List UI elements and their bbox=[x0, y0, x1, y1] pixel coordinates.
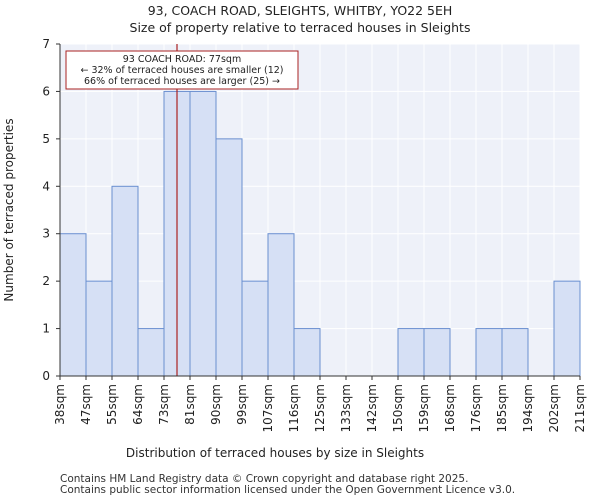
x-tick-label: 116sqm bbox=[287, 384, 301, 432]
y-tick-label: 0 bbox=[42, 369, 50, 383]
bar-116sqm bbox=[293, 328, 321, 377]
y-tick-label: 4 bbox=[42, 179, 50, 193]
x-tick-label: 194sqm bbox=[521, 384, 535, 432]
annotation-line-1: 93 COACH ROAD: 77sqm bbox=[123, 54, 241, 65]
x-tick-label: 64sqm bbox=[131, 384, 145, 425]
annotation-line-2: ← 32% of terraced houses are smaller (12… bbox=[80, 65, 283, 76]
bar-159sqm bbox=[423, 328, 451, 377]
bar-47sqm bbox=[85, 280, 113, 377]
x-tick-label: 55sqm bbox=[105, 384, 119, 425]
x-tick-label: 47sqm bbox=[79, 384, 93, 425]
x-tick-label: 159sqm bbox=[417, 384, 431, 432]
x-tick-label: 176sqm bbox=[469, 384, 483, 432]
y-tick-label: 3 bbox=[42, 227, 50, 241]
x-tick-label: 99sqm bbox=[235, 384, 249, 425]
annotation-box bbox=[65, 50, 299, 90]
bar-38sqm bbox=[59, 233, 87, 377]
x-tick-label: 202sqm bbox=[547, 384, 561, 432]
y-tick-label: 2 bbox=[42, 274, 50, 288]
x-tick-label: 133sqm bbox=[339, 384, 353, 432]
bar-176sqm bbox=[475, 328, 503, 377]
bar-99sqm bbox=[241, 280, 269, 377]
x-tick-label: 168sqm bbox=[443, 384, 457, 432]
y-axis-label: Number of terraced properties bbox=[2, 118, 16, 301]
y-tick-label: 7 bbox=[42, 37, 50, 51]
bar-81sqm bbox=[189, 90, 217, 377]
chart-subtitle: Size of property relative to terraced ho… bbox=[129, 20, 471, 35]
bar-150sqm bbox=[397, 328, 425, 377]
y-tick-label: 5 bbox=[42, 132, 50, 146]
x-tick-label: 211sqm bbox=[573, 384, 587, 432]
x-axis-label: Distribution of terraced houses by size … bbox=[126, 446, 424, 460]
x-tick-label: 150sqm bbox=[391, 384, 405, 432]
x-tick-label: 90sqm bbox=[209, 384, 223, 425]
x-tick-label: 38sqm bbox=[53, 384, 67, 425]
bar-107sqm bbox=[267, 233, 295, 377]
y-tick-label: 1 bbox=[42, 322, 50, 336]
x-tick-label: 81sqm bbox=[183, 384, 197, 425]
footer-line-2: Contains public sector information licen… bbox=[60, 484, 516, 496]
x-tick-label: 73sqm bbox=[157, 384, 171, 425]
bar-185sqm bbox=[501, 328, 529, 377]
x-tick-label: 125sqm bbox=[313, 384, 327, 432]
bar-64sqm bbox=[137, 328, 165, 377]
bar-202sqm bbox=[553, 280, 581, 377]
y-tick-label: 6 bbox=[42, 84, 50, 98]
x-tick-label: 185sqm bbox=[495, 384, 509, 432]
x-tick-label: 107sqm bbox=[261, 384, 275, 432]
bar-55sqm bbox=[111, 185, 139, 377]
annotation-line-3: 66% of terraced houses are larger (25) → bbox=[84, 76, 280, 87]
footer-line-1: Contains HM Land Registry data © Crown c… bbox=[60, 473, 469, 485]
x-tick-label: 142sqm bbox=[365, 384, 379, 432]
bar-90sqm bbox=[215, 138, 243, 377]
chart-title: 93, COACH ROAD, SLEIGHTS, WHITBY, YO22 5… bbox=[147, 3, 453, 18]
